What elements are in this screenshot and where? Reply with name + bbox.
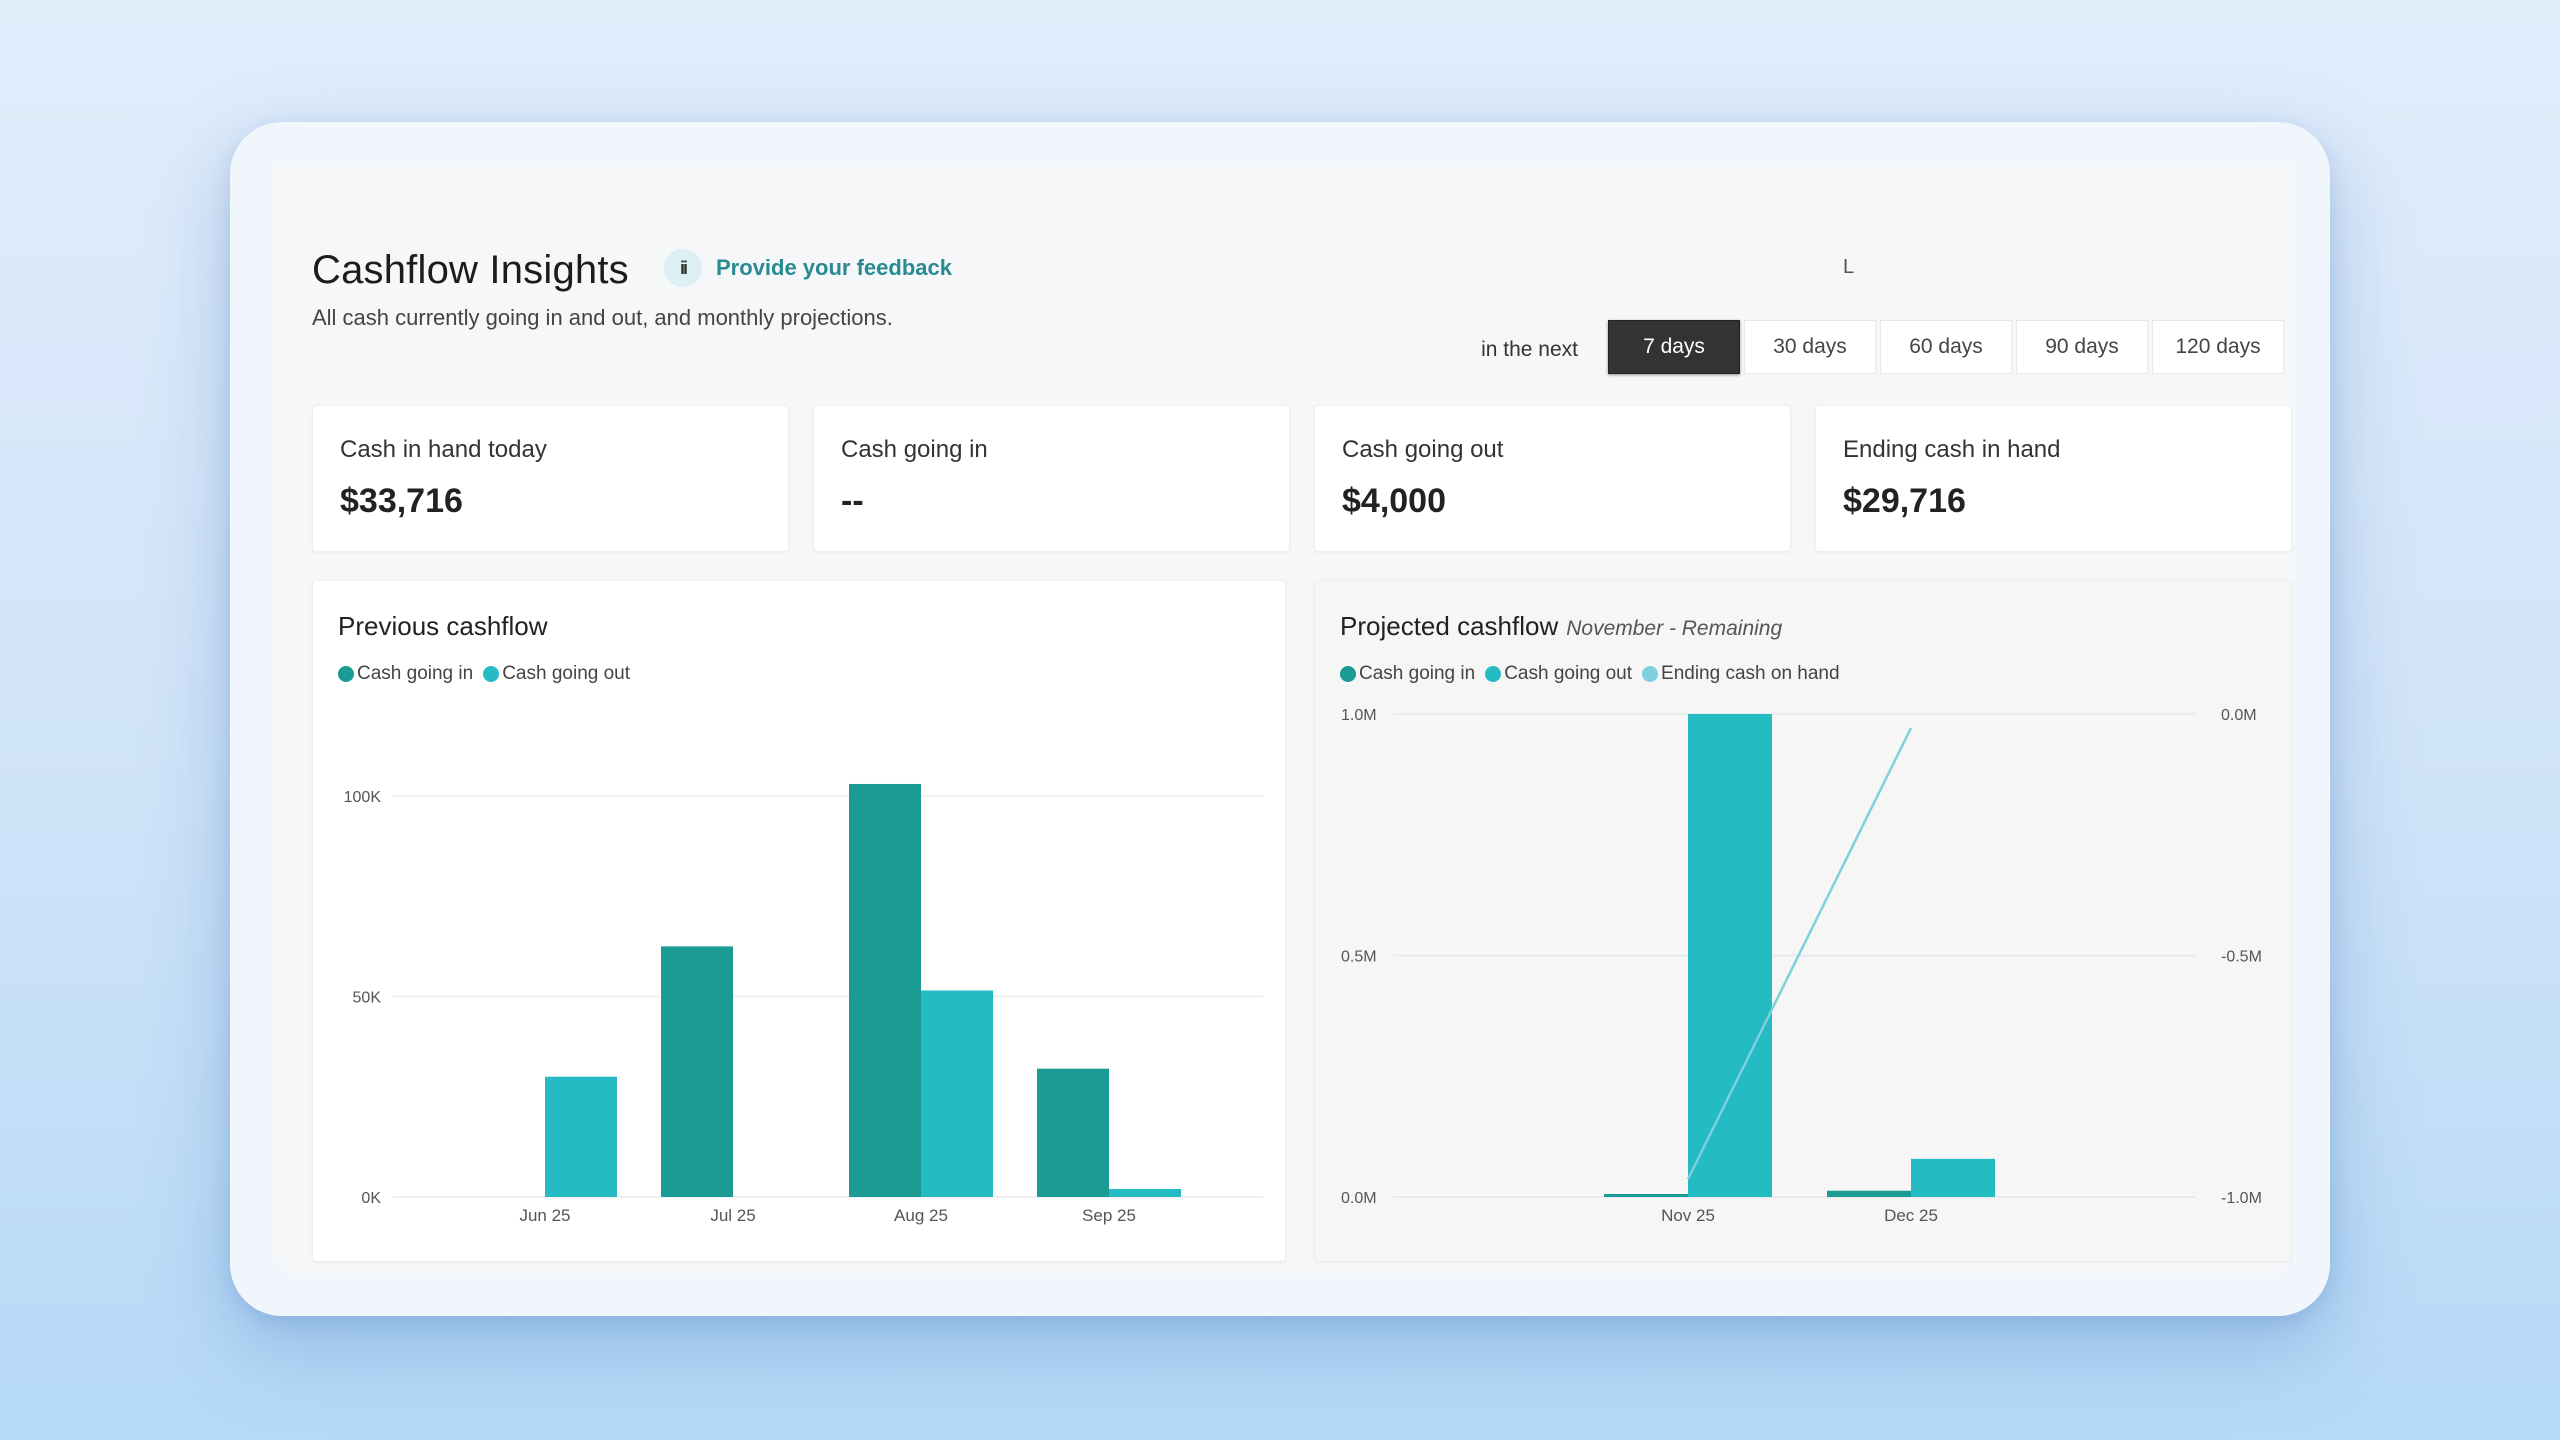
legend-item-cash-going-in[interactable]: Cash going in xyxy=(338,663,473,685)
range-30-days-button[interactable]: 30 days xyxy=(1744,320,1876,374)
y-tick-label: 50K xyxy=(353,990,382,1007)
range-120-days-button[interactable]: 120 days xyxy=(2152,320,2284,374)
kpi-ending-cash-in-hand: Ending cash in hand $29,716 xyxy=(1815,405,2292,552)
range-lead-label: in the next xyxy=(1481,338,1578,361)
x-tick-label: Jul 25 xyxy=(710,1206,755,1225)
stray-text: L xyxy=(1843,256,1855,278)
kpi-row: Cash in hand today $33,716 Cash going in… xyxy=(312,405,2292,552)
bar-cash-out[interactable] xyxy=(545,1076,617,1197)
x-tick-label: Jun 25 xyxy=(519,1206,570,1225)
bar-cash-in[interactable] xyxy=(849,783,921,1197)
range-90-days-button[interactable]: 90 days xyxy=(2016,320,2148,374)
legend-dot-icon xyxy=(1485,666,1502,682)
kpi-cash-in-hand-today: Cash in hand today $33,716 xyxy=(312,405,789,552)
bar-cash-in[interactable] xyxy=(1827,1190,1911,1197)
legend-label: Cash going out xyxy=(502,663,631,684)
bar-cash-out[interactable] xyxy=(1109,1188,1181,1197)
page-subtitle: All cash currently going in and out, and… xyxy=(312,305,893,330)
range-60-days-button[interactable]: 60 days xyxy=(1880,320,2012,374)
legend-item-cash-going-in[interactable]: Cash going in xyxy=(1340,663,1475,685)
projected-cashflow-plot: 0.0M -1.0M 0.5M -0.5M 1.0M 0.0M Nov 25 Dec 25 xyxy=(1341,707,2262,1225)
kpi-cash-going-out: Cash going out $4,000 xyxy=(1314,405,1791,552)
y-tick-label: 100K xyxy=(344,789,382,806)
legend-item-ending-cash-on-hand[interactable]: Ending cash on hand xyxy=(1642,663,1840,685)
chart-legend: Cash going in Cash going out Ending cash… xyxy=(1340,663,1840,685)
bar-cash-in[interactable] xyxy=(1604,1194,1688,1197)
chart-subtitle: November - Remaining xyxy=(1566,617,1783,640)
chart-title: Previous cashflow xyxy=(338,611,548,642)
legend-dot-icon xyxy=(1642,666,1659,682)
kpi-value: -- xyxy=(841,482,864,520)
x-tick-label: Aug 25 xyxy=(894,1206,948,1225)
kpi-label: Cash going in xyxy=(841,436,988,463)
provide-feedback-link[interactable]: ii Provide your feedback xyxy=(664,248,952,288)
kpi-value: $33,716 xyxy=(340,482,463,520)
y-tick-label-left: 0.0M xyxy=(1341,1190,1377,1207)
bar-cash-in[interactable] xyxy=(661,946,733,1197)
y-tick-label-right: 0.0M xyxy=(2221,707,2257,724)
info-badge-icon: ii xyxy=(664,249,702,287)
legend-label: Cash going in xyxy=(357,663,474,684)
legend-item-cash-going-out[interactable]: Cash going out xyxy=(1485,663,1632,685)
y-tick-label-left: 1.0M xyxy=(1341,707,1377,724)
page-title: Cashflow Insights xyxy=(312,248,629,292)
kpi-value: $29,716 xyxy=(1843,482,1966,520)
kpi-label: Ending cash in hand xyxy=(1843,436,2061,463)
feedback-label: Provide your feedback xyxy=(716,255,952,280)
chart-title: Projected cashflow November - Remaining xyxy=(1340,611,1782,642)
bar-cash-out[interactable] xyxy=(921,990,993,1197)
kpi-value: $4,000 xyxy=(1342,482,1446,520)
projected-cashflow-chart: Projected cashflow November - Remaining C… xyxy=(1314,580,2292,1262)
ending-cash-line[interactable] xyxy=(1686,727,1913,1180)
previous-cashflow-plot: 0K 50K 100K Jun 25 Jul 25 Aug 25 Sep 25 xyxy=(344,783,1263,1225)
x-tick-label: Nov 25 xyxy=(1661,1206,1715,1225)
range-7-days-button[interactable]: 7 days xyxy=(1608,320,1740,374)
legend-dot-icon xyxy=(1340,666,1356,682)
kpi-label: Cash in hand today xyxy=(340,436,547,463)
y-tick-label-right: -0.5M xyxy=(2221,949,2262,966)
kpi-cash-going-in: Cash going in -- xyxy=(813,405,1290,552)
x-tick-label: Dec 25 xyxy=(1884,1206,1938,1225)
previous-cashflow-chart: Previous cashflow Cash going in Cash goi… xyxy=(312,580,1286,1262)
legend-label: Cash going in xyxy=(1359,663,1476,684)
kpi-label: Cash going out xyxy=(1342,436,1504,463)
legend-item-cash-going-out[interactable]: Cash going out xyxy=(483,663,630,685)
chart-title-text: Previous cashflow xyxy=(338,611,548,641)
chart-title-text: Projected cashflow xyxy=(1340,611,1559,641)
chart-legend: Cash going in Cash going out xyxy=(338,663,630,685)
legend-dot-icon xyxy=(483,666,500,682)
range-selector: in the next 7 days 30 days 60 days 90 da… xyxy=(1481,320,2284,374)
legend-dot-icon xyxy=(338,666,354,682)
bar-cash-in[interactable] xyxy=(1037,1068,1109,1197)
bar-cash-out[interactable] xyxy=(1688,714,1772,1197)
legend-label: Cash going out xyxy=(1504,663,1633,684)
x-tick-label: Sep 25 xyxy=(1082,1206,1136,1225)
bar-cash-out[interactable] xyxy=(1911,1158,1995,1197)
y-tick-label-left: 0.5M xyxy=(1341,949,1377,966)
y-tick-label-right: -1.0M xyxy=(2221,1190,2262,1207)
y-tick-label: 0K xyxy=(361,1190,381,1207)
legend-label: Ending cash on hand xyxy=(1661,663,1840,684)
